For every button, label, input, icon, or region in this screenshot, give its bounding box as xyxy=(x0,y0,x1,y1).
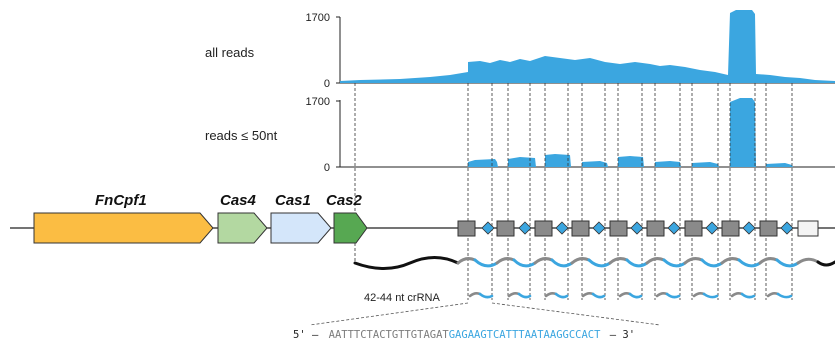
repeat-box-3 xyxy=(534,220,553,237)
all-reads-track: 1700 0 all reads xyxy=(205,10,835,90)
short-reads-peak-6 xyxy=(655,161,681,167)
all-reads-coverage xyxy=(340,10,835,83)
spacer-diamond-3 xyxy=(555,221,569,235)
gene-cas4-label: Cas4 xyxy=(220,192,257,209)
short-reads-peak-8 xyxy=(730,98,756,167)
transcript-repeat-7 xyxy=(683,257,704,265)
transcript-spacer-7 xyxy=(700,258,724,268)
sequence-spacer: GAGAAGTCATTTAATAAGGCCACT xyxy=(449,329,601,341)
crrna-length-label: 42-44 nt crRNA xyxy=(364,292,440,304)
crrna-9-repeat xyxy=(766,292,780,298)
transcript-tail xyxy=(796,257,820,265)
repeat-box-2 xyxy=(496,220,515,237)
sequence-repeat: AATTTCTACTGTTGTAGAT xyxy=(329,329,450,341)
gene-cas1-label: Cas1 xyxy=(275,192,311,209)
gene-fncpf1-label: FnCpf1 xyxy=(95,192,147,209)
repeat-box-7 xyxy=(684,220,703,237)
transcript-repeat-4 xyxy=(570,257,591,265)
spacer-diamond-1 xyxy=(481,221,495,235)
crrna-5-repeat xyxy=(618,292,632,298)
crrna-3-repeat xyxy=(544,292,558,298)
crrna-1-repeat xyxy=(468,292,482,298)
short-reads-peak-3 xyxy=(545,154,571,167)
all-reads-ymin-label: 0 xyxy=(324,78,330,90)
short-reads-peak-9 xyxy=(766,163,793,167)
repeat-box-4 xyxy=(571,220,590,237)
short-reads-peak-2 xyxy=(508,157,536,167)
short-reads-ymax-label: 1700 xyxy=(306,96,330,108)
crrna-7-repeat xyxy=(692,292,706,298)
transcript-repeat-1 xyxy=(456,257,477,265)
transcript-spacer-8 xyxy=(737,258,762,268)
repeat-box-9 xyxy=(759,220,778,237)
transcript-spacer-3 xyxy=(550,258,574,268)
repeat-box-6 xyxy=(646,220,665,237)
transcript-spacer-2 xyxy=(512,258,537,268)
transcript-spacer-4 xyxy=(587,258,612,268)
crrna-6-repeat xyxy=(655,292,669,298)
transcript-spacer-6 xyxy=(662,258,687,268)
transcript-spacer-5 xyxy=(625,258,649,268)
gene-cas4-arrow xyxy=(217,212,268,244)
transcript-repeat-9 xyxy=(758,257,779,265)
crrna-5-spacer xyxy=(628,292,643,299)
gene-locus: FnCpf1 Cas4 Cas1 Cas2 xyxy=(10,192,835,244)
transcript-spacer-1 xyxy=(473,258,499,268)
crrna-2-spacer xyxy=(517,292,532,299)
all-reads-ymax-label: 1700 xyxy=(306,12,330,24)
sequence-3prime: – 3' xyxy=(610,329,635,341)
transcript-repeat-2 xyxy=(495,257,516,265)
dashed-guides xyxy=(354,83,793,300)
repeat-box-8 xyxy=(721,220,740,237)
transcript-end xyxy=(816,260,835,267)
crrna-2-repeat xyxy=(507,292,521,298)
spacer-diamond-5 xyxy=(630,221,644,235)
spacer-diamond-2 xyxy=(518,221,532,235)
gene-cas1-arrow xyxy=(270,212,332,244)
short-reads-peak-7 xyxy=(692,162,719,167)
transcript-repeat-6 xyxy=(645,257,666,265)
short-reads-ymin-label: 0 xyxy=(324,162,330,174)
crrna-1-spacer xyxy=(478,292,494,299)
spacer-diamond-6 xyxy=(667,221,681,235)
terminal-repeat-box xyxy=(797,220,819,237)
transcript-leader xyxy=(353,256,460,270)
crrna-7-spacer xyxy=(702,292,719,299)
repeat-box-5 xyxy=(609,220,628,237)
short-reads-peak-1 xyxy=(468,159,498,167)
pre-crrna-transcript xyxy=(353,256,835,270)
all-reads-label: all reads xyxy=(205,45,255,60)
spacer-diamond-8 xyxy=(742,221,756,235)
crrna-6-spacer xyxy=(665,292,681,299)
transcript-spacer-9 xyxy=(775,258,800,268)
mature-crrnas xyxy=(468,292,793,299)
spacer-diamond-9 xyxy=(780,221,794,235)
zoom-lines xyxy=(309,302,661,326)
crrna-8-spacer xyxy=(740,292,756,299)
crrna-8-repeat xyxy=(730,292,744,298)
gene-cas2-arrow xyxy=(333,212,368,244)
transcript-repeat-5 xyxy=(608,257,629,265)
short-reads-peak-5 xyxy=(618,156,644,167)
crrna-sequence: 5' – AATTTCTACTGTTGTAGATGAGAAGTCATTTAATA… xyxy=(293,329,635,341)
crrna-9-spacer xyxy=(776,292,793,299)
spacer-diamond-7 xyxy=(705,221,719,235)
spacer-diamond-4 xyxy=(592,221,606,235)
crrna-3-spacer xyxy=(554,292,569,299)
crispr-array xyxy=(457,220,819,237)
repeat-box-1 xyxy=(457,220,476,237)
crrna-4-repeat xyxy=(581,292,595,298)
gene-fncpf1-arrow xyxy=(33,212,214,244)
sequence-5prime: 5' – xyxy=(293,329,319,341)
transcript-repeat-8 xyxy=(720,257,741,265)
short-reads-coverage xyxy=(468,98,793,167)
short-reads-peak-4 xyxy=(582,161,608,167)
short-reads-label: reads ≤ 50nt xyxy=(205,128,278,143)
short-reads-track: 1700 0 reads ≤ 50nt xyxy=(205,96,835,174)
crrna-4-spacer xyxy=(591,292,606,299)
transcript-repeat-3 xyxy=(533,257,554,265)
gene-cas2-label: Cas2 xyxy=(326,192,363,209)
